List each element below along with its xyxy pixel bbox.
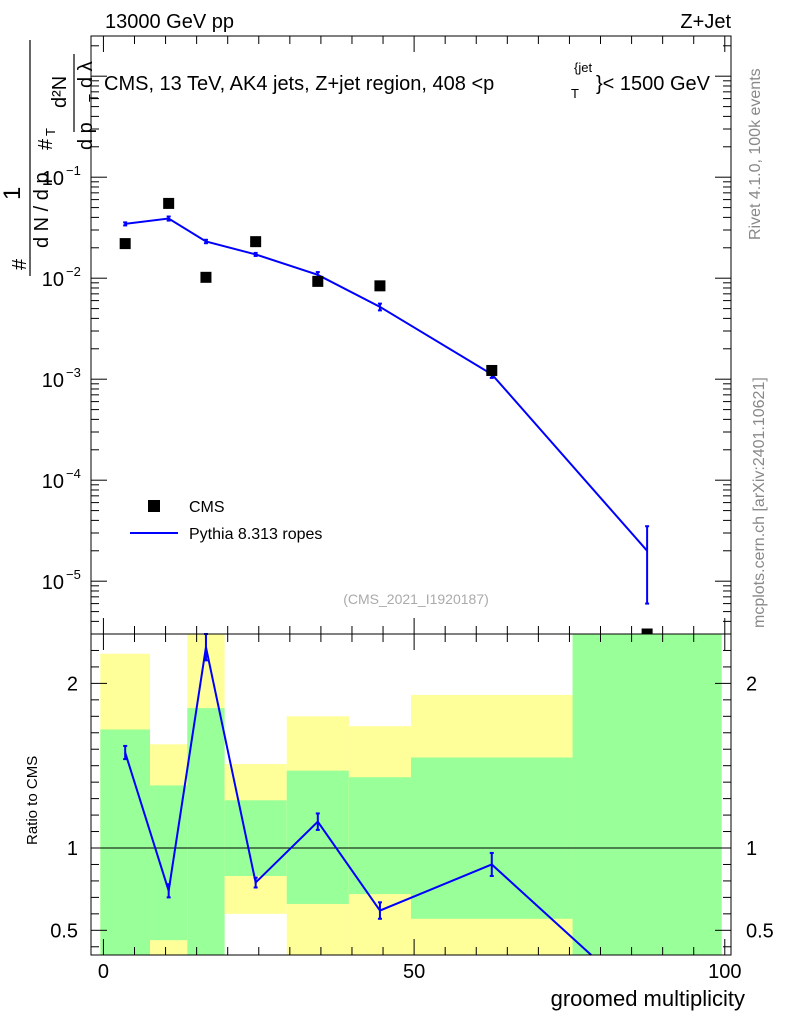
ratio-line [124, 646, 592, 956]
cms-data-point [486, 364, 498, 376]
y-tick-exponent: −5 [66, 567, 81, 582]
main-title: CMS, 13 TeV, AK4 jets, Z+jet region, 408… [104, 60, 711, 101]
header-left: 13000 GeV pp [105, 11, 234, 33]
title-sup: {jet [574, 60, 592, 75]
ratio-y-tick-label-right: 0.5 [746, 920, 774, 942]
legend-cms-marker [148, 500, 160, 512]
mc-line [125, 217, 648, 552]
ylabel-d2n: d²N [49, 76, 71, 108]
cms-data-point [163, 197, 175, 209]
legend: CMS Pythia 8.313 ropes [130, 499, 322, 543]
y-tick-exponent: −3 [66, 365, 81, 380]
ratio-y-tick-label-right: 2 [746, 673, 757, 695]
y-tick-exponent: −4 [66, 466, 81, 481]
y-tick-label: 10 [42, 471, 64, 493]
main-ticks: 10−510−410−310−210−1 [42, 36, 731, 635]
ratio-bands [100, 634, 722, 955]
legend-mc-label: Pythia 8.313 ropes [189, 526, 322, 543]
band-inner [187, 708, 225, 955]
header-right: Z+Jet [680, 11, 731, 33]
cms-data-point [374, 280, 386, 292]
ratio-y-label: Ratio to CMS [24, 756, 41, 845]
ylabel-dpt: d p [75, 122, 97, 150]
x-tick-label: 100 [708, 961, 741, 983]
y-tick-exponent: −1 [66, 163, 81, 178]
ratio-frame [90, 633, 732, 956]
title-sub: T [571, 86, 579, 101]
y-tick-label: 10 [42, 572, 64, 594]
y-tick-label: 10 [42, 168, 64, 190]
ylabel-dl: d λ [75, 61, 97, 88]
main-frame [90, 35, 732, 635]
cms-data-point [312, 275, 324, 287]
x-tick-label: 0 [98, 961, 109, 983]
band-inner [411, 757, 573, 919]
cms-data-point [250, 236, 262, 248]
rivet-label: Rivet 4.1.0, 100k events [747, 68, 764, 240]
main-series [119, 197, 653, 640]
title-part-b: }< 1500 GeV [596, 73, 711, 95]
ratio-y-tick-label-left: 2 [67, 673, 78, 695]
watermark: (CMS_2021_I1920187) [343, 591, 489, 607]
y-tick-label: 10 [42, 370, 64, 392]
band-inner [224, 800, 287, 876]
mcplots-label: mcplots.cern.ch [arXiv:2401.10621] [751, 377, 768, 628]
main-y-label: # 1 d N / d p T # d²N d p T d λ [0, 40, 101, 276]
x-axis-label: groomed multiplicity [551, 986, 745, 1011]
ratio-y-tick-label-left: 1 [67, 838, 78, 860]
cms-data-point [200, 271, 212, 283]
band-inner [348, 777, 411, 895]
ratio-ticks: 0.5 0.5 1 1 2 2 0 50 100 [50, 634, 774, 983]
ylabel-hash-1: # [9, 258, 31, 270]
ratio-y-tick-label-left: 0.5 [50, 920, 78, 942]
cms-data-point [119, 238, 131, 250]
y-tick-label: 10 [42, 269, 64, 291]
ratio-series [123, 633, 592, 956]
ylabel-t-sub-2: T [86, 94, 101, 102]
ylabel-dn: d N / d p [31, 172, 53, 248]
ylabel-hash-2: # [35, 138, 57, 150]
ylabel-t-sub-1: T [43, 128, 58, 136]
x-tick-label: 50 [403, 961, 425, 983]
legend-cms-label: CMS [189, 499, 225, 516]
band-inner [286, 770, 349, 904]
title-part-a: CMS, 13 TeV, AK4 jets, Z+jet region, 408… [104, 73, 494, 95]
y-tick-exponent: −2 [66, 264, 81, 279]
band-inner [572, 634, 722, 955]
ratio-y-tick-label-right: 1 [746, 838, 757, 860]
band-inner [100, 729, 151, 955]
ylabel-one: 1 [0, 187, 26, 200]
